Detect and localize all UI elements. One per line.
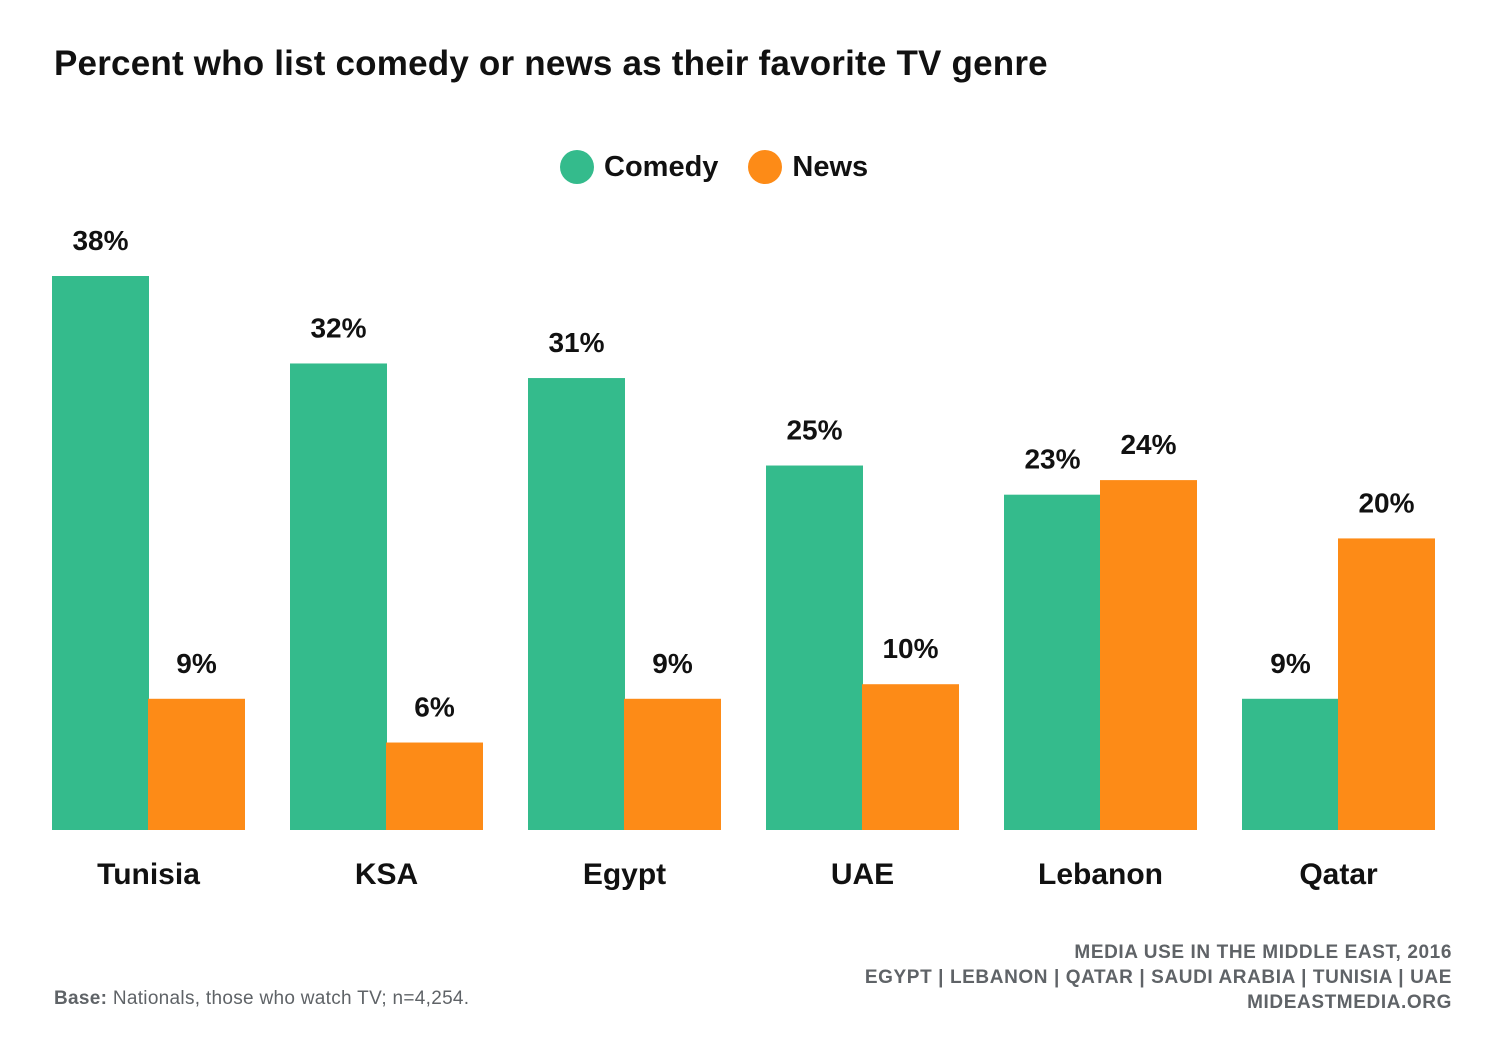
data-label-comedy-uae: 25% — [786, 415, 842, 446]
chart-title: Percent who list comedy or news as their… — [54, 44, 1048, 83]
bar-comedy-qatar — [1242, 698, 1339, 830]
data-label-news-tunisia: 9% — [176, 648, 217, 679]
bar-chart: 38% 9% Tunisia 32% 6% KSA 31% 9% Egypt 25% 10% UAE 2… — [52, 225, 1435, 891]
bar-news-uae — [862, 684, 959, 830]
data-label-comedy-lebanon: 23% — [1024, 444, 1080, 475]
legend-item-news: News — [748, 150, 868, 184]
data-label-comedy-egypt: 31% — [548, 327, 604, 358]
bar-news-lebanon — [1100, 480, 1197, 830]
bar-news-qatar — [1338, 538, 1435, 830]
bar-comedy-uae — [766, 465, 863, 830]
bar-comedy-egypt — [528, 378, 625, 830]
data-label-comedy-tunisia: 38% — [72, 225, 128, 256]
data-label-comedy-qatar: 9% — [1270, 648, 1311, 679]
category-label-tunisia: Tunisia — [97, 858, 200, 891]
source-line-website: MIDEASTMEDIA.ORG — [1247, 992, 1452, 1013]
bar-comedy-lebanon — [1004, 494, 1101, 830]
data-label-news-qatar: 20% — [1358, 487, 1414, 518]
source-line-title: MEDIA USE IN THE MIDDLE EAST, 2016 — [1074, 942, 1452, 963]
bar-comedy-tunisia — [52, 276, 149, 830]
legend-swatch-news — [748, 150, 783, 184]
source-footer: MEDIA USE IN THE MIDDLE EAST, 2016 EGYPT… — [865, 940, 1452, 1015]
bar-news-egypt — [624, 698, 721, 830]
base-note-text: Nationals, those who watch TV; n=4,254. — [107, 988, 470, 1009]
base-note-label: Base: — [54, 988, 108, 1009]
legend-swatch-comedy — [560, 150, 594, 184]
category-label-uae: UAE — [831, 858, 894, 891]
data-label-news-egypt: 9% — [652, 648, 693, 679]
legend-item-comedy: Comedy — [560, 150, 718, 184]
category-label-egypt: Egypt — [583, 858, 666, 891]
legend-label-comedy: Comedy — [604, 150, 719, 183]
data-label-comedy-ksa: 32% — [310, 312, 366, 343]
category-label-ksa: KSA — [355, 858, 418, 891]
bar-news-tunisia — [148, 698, 245, 830]
base-note: Base: Nationals, those who watch TV; n=4… — [54, 988, 469, 1010]
legend-label-news: News — [792, 150, 869, 183]
bar-comedy-ksa — [290, 363, 387, 830]
chart-legend: Comedy News — [560, 150, 898, 184]
data-label-news-uae: 10% — [882, 633, 938, 664]
data-label-news-lebanon: 24% — [1120, 429, 1176, 460]
category-label-qatar: Qatar — [1299, 858, 1378, 891]
category-label-lebanon: Lebanon — [1038, 858, 1163, 891]
source-line-countries: EGYPT | LEBANON | QATAR | SAUDI ARABIA |… — [864, 967, 1452, 988]
bar-news-ksa — [386, 742, 483, 830]
data-label-news-ksa: 6% — [414, 692, 455, 723]
